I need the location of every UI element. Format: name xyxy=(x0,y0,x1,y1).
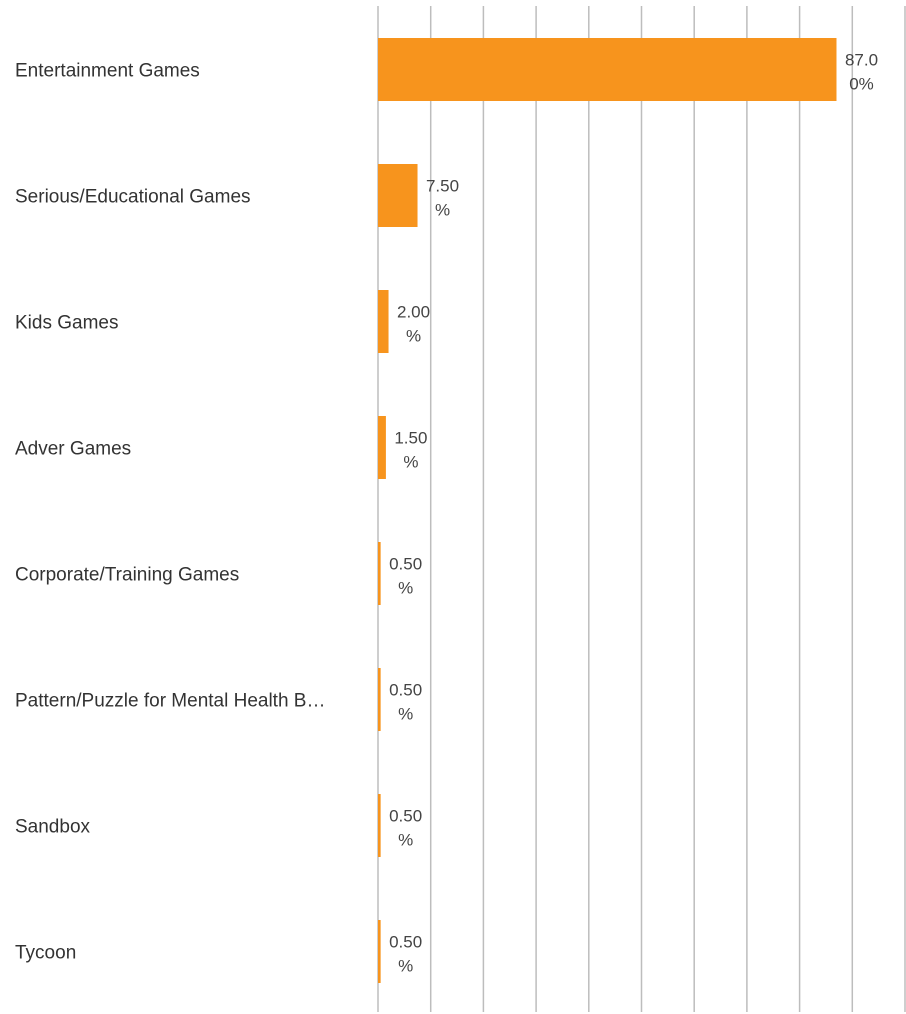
bar xyxy=(378,668,381,731)
value-label-line2: % xyxy=(398,705,413,724)
value-label-line2: % xyxy=(398,831,413,850)
category-label: Tycoon xyxy=(15,943,76,964)
bar xyxy=(378,38,837,101)
value-label-line1: 0.50 xyxy=(389,933,422,952)
bar xyxy=(378,542,381,605)
bar xyxy=(378,794,381,857)
value-label-line2: % xyxy=(403,453,418,472)
value-label-line1: 1.50 xyxy=(394,429,427,448)
value-label-line2: % xyxy=(435,201,450,220)
category-label: Entertainment Games xyxy=(15,61,200,82)
bar xyxy=(378,416,386,479)
value-label-line1: 0.50 xyxy=(389,807,422,826)
category-label: Corporate/Training Games xyxy=(15,565,239,586)
bar xyxy=(378,290,389,353)
value-label-line2: % xyxy=(398,579,413,598)
value-label-line2: % xyxy=(406,327,421,346)
gridlines xyxy=(377,6,906,1012)
category-label: Pattern/Puzzle for Mental Health B… xyxy=(15,691,325,712)
bar xyxy=(378,164,418,227)
value-labels: 87.0 0% 7.50% 2.00% 1.50% 0.50% 0.50% 0.50% 0.50… xyxy=(389,51,878,976)
bar xyxy=(378,920,381,983)
value-label-line1: 2.00 xyxy=(397,303,430,322)
category-label: Adver Games xyxy=(15,439,131,460)
category-label: Sandbox xyxy=(15,817,91,838)
value-label-line1: 0.50 xyxy=(389,681,422,700)
category-label: Kids Games xyxy=(15,313,118,334)
value-label-line2: % xyxy=(398,957,413,976)
category-label: Serious/Educational Games xyxy=(15,187,251,208)
value-label-line1: 0.50 xyxy=(389,555,422,574)
category-labels: Entertainment Games Serious/Educational G… xyxy=(15,61,325,964)
value-label-line2: 0% xyxy=(849,75,874,94)
value-label-line1: 7.50 xyxy=(426,177,459,196)
value-label-line1: 87.0 xyxy=(845,51,878,70)
bars xyxy=(378,38,837,983)
